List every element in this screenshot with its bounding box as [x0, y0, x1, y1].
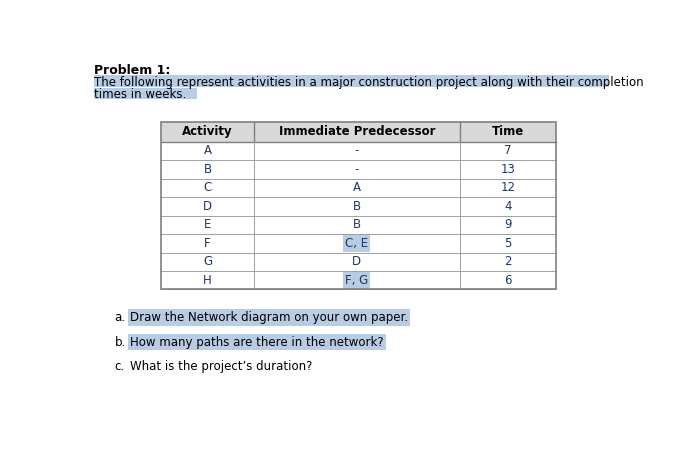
Text: F: F — [204, 237, 211, 250]
Text: Activity: Activity — [182, 125, 233, 138]
Bar — [94, 75, 609, 87]
Bar — [161, 253, 556, 271]
Text: 6: 6 — [504, 274, 512, 287]
Text: 9: 9 — [504, 218, 512, 231]
Bar — [161, 216, 556, 234]
Text: Time: Time — [492, 125, 524, 138]
Text: H: H — [203, 274, 212, 287]
Text: B: B — [353, 218, 360, 231]
Text: F, G: F, G — [345, 274, 368, 287]
Text: Problem 1:: Problem 1: — [94, 64, 170, 77]
Text: -: - — [355, 163, 359, 176]
Text: D: D — [203, 200, 212, 213]
Bar — [161, 142, 556, 160]
Text: D: D — [352, 255, 361, 268]
Bar — [161, 234, 556, 253]
Text: c.: c. — [115, 360, 125, 373]
Bar — [161, 197, 556, 216]
Text: A: A — [353, 181, 360, 194]
Text: Immediate Predecessor: Immediate Predecessor — [279, 125, 435, 138]
Text: B: B — [353, 200, 360, 213]
Bar — [161, 122, 556, 290]
Text: 2: 2 — [504, 255, 512, 268]
Text: -: - — [355, 144, 359, 157]
Bar — [161, 271, 556, 290]
Text: times in weeks.: times in weeks. — [94, 88, 186, 102]
Text: How many paths are there in the network?: How many paths are there in the network? — [130, 336, 384, 349]
Text: A: A — [204, 144, 211, 157]
Text: C, E: C, E — [345, 237, 368, 250]
Text: a.: a. — [115, 311, 125, 324]
Text: 12: 12 — [500, 181, 515, 194]
Bar — [94, 88, 197, 99]
Text: The following represent activities in a major construction project along with th: The following represent activities in a … — [94, 76, 643, 89]
Text: b.: b. — [115, 336, 126, 349]
Text: What is the project’s duration?: What is the project’s duration? — [130, 360, 312, 373]
Text: 7: 7 — [504, 144, 512, 157]
Text: B: B — [204, 163, 211, 176]
Text: E: E — [204, 218, 211, 231]
Text: 4: 4 — [504, 200, 512, 213]
Bar — [161, 160, 556, 179]
Text: Draw the Network diagram on your own paper.: Draw the Network diagram on your own pap… — [130, 311, 408, 324]
Text: G: G — [203, 255, 212, 268]
Bar — [161, 179, 556, 197]
Text: 5: 5 — [504, 237, 512, 250]
Text: 13: 13 — [500, 163, 515, 176]
Bar — [161, 122, 556, 142]
Text: C: C — [204, 181, 211, 194]
